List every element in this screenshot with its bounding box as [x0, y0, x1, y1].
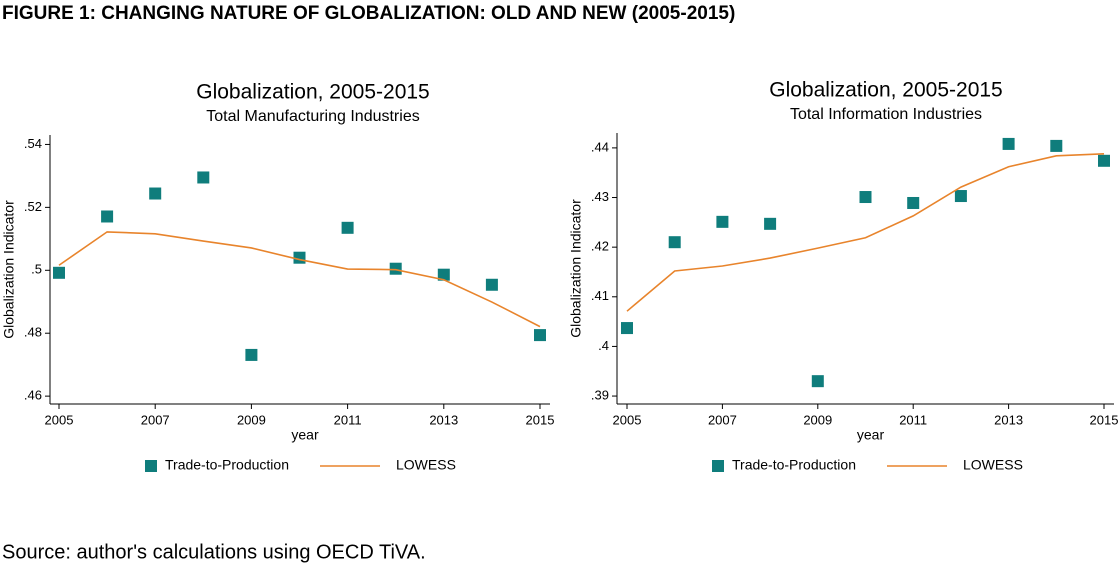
- point: [811, 375, 824, 388]
- x-tick-label: 2005: [613, 412, 642, 427]
- x-tick-label: 2007: [708, 412, 737, 427]
- y-tick-label: .48: [24, 325, 42, 340]
- x-tick-label: 2015: [526, 412, 555, 427]
- y-axis-label: Globalization Indicator: [1, 200, 17, 339]
- lowess-line: [626, 153, 1105, 312]
- x-tick-label: 2011: [334, 412, 362, 427]
- point: [437, 268, 450, 281]
- point: [341, 221, 354, 234]
- y-tick-label: .46: [24, 388, 42, 403]
- x-tick-label: 2009: [803, 412, 832, 427]
- x-tick-label: 2015: [1090, 412, 1119, 427]
- lowess-line: [58, 231, 541, 328]
- y-tick-label: .43: [591, 189, 609, 204]
- y-tick-label: .4: [598, 338, 609, 353]
- x-tick-label: 2007: [141, 412, 170, 427]
- point: [53, 266, 65, 279]
- point: [1002, 137, 1015, 150]
- point: [534, 329, 546, 342]
- x-tick-label: 2013: [429, 412, 458, 427]
- chart-subtitle: Total Information Industries: [790, 106, 982, 123]
- legend-label: LOWESS: [963, 457, 1023, 473]
- x-tick-label: 2011: [899, 412, 927, 427]
- point: [621, 322, 633, 335]
- y-tick-label: .52: [24, 199, 42, 214]
- y-tick-label: .42: [591, 239, 609, 254]
- y-tick-label: .44: [591, 139, 609, 154]
- point: [716, 215, 729, 228]
- x-axis-label: year: [857, 427, 885, 443]
- y-tick-label: .39: [591, 387, 609, 402]
- point: [485, 278, 498, 291]
- chart-title: Globalization, 2005-2015: [769, 79, 1003, 102]
- point: [954, 190, 967, 203]
- source-note: Source: author's calculations using OECD…: [2, 541, 426, 563]
- legend-label: Trade-to-Production: [165, 457, 289, 473]
- point: [764, 217, 777, 230]
- point: [197, 171, 210, 184]
- point: [907, 196, 920, 209]
- y-tick-label: .41: [591, 288, 609, 303]
- point: [293, 251, 306, 264]
- chart-title: Globalization, 2005-2015: [196, 81, 430, 104]
- point: [668, 236, 681, 249]
- y-tick-label: .54: [24, 136, 42, 151]
- legend-label: Trade-to-Production: [732, 457, 856, 473]
- legend-swatch: [712, 460, 724, 472]
- y-tick-label: .5: [31, 262, 42, 277]
- point: [101, 210, 114, 223]
- x-tick-label: 2013: [994, 412, 1023, 427]
- x-tick-label: 2005: [45, 412, 74, 427]
- point: [859, 191, 872, 204]
- point: [149, 187, 162, 200]
- point: [389, 262, 402, 275]
- chart-subtitle: Total Manufacturing Industries: [206, 108, 419, 125]
- point: [1098, 154, 1110, 167]
- x-tick-label: 2009: [237, 412, 266, 427]
- legend-label: LOWESS: [396, 457, 456, 473]
- point: [245, 348, 258, 361]
- point: [1050, 139, 1063, 152]
- legend-swatch: [145, 460, 157, 472]
- figure-title: FIGURE 1: CHANGING NATURE OF GLOBALIZATI…: [2, 3, 735, 24]
- x-axis-label: year: [291, 427, 319, 443]
- y-axis-label: Globalization Indicator: [568, 199, 584, 338]
